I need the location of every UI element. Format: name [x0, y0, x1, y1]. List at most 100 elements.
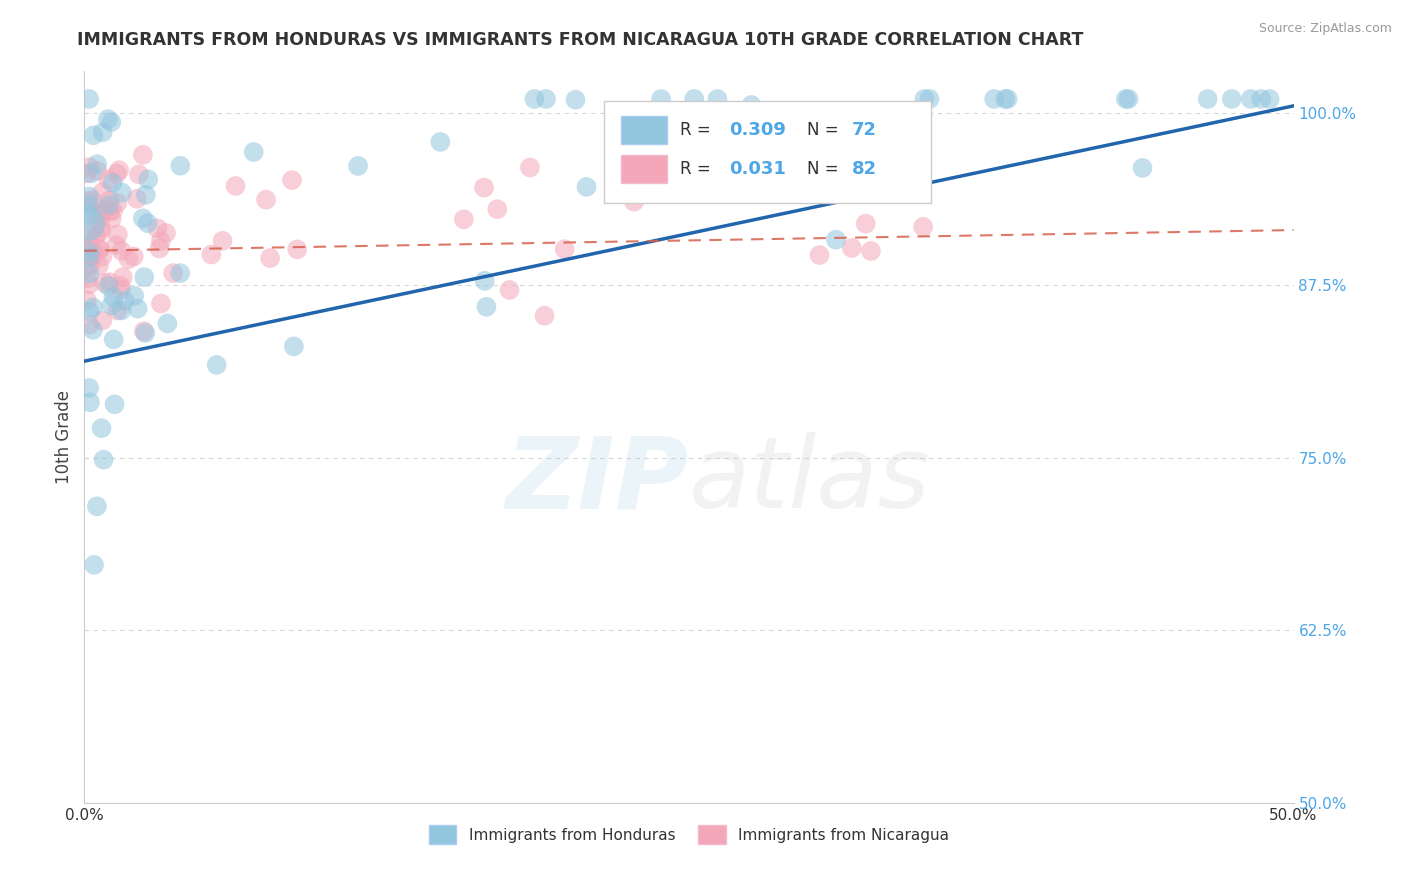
Point — [254, 193, 277, 207]
Text: 82: 82 — [852, 160, 877, 178]
Point — [104, 397, 127, 411]
Point — [90, 224, 112, 238]
Point — [93, 452, 115, 467]
Point — [82, 193, 104, 207]
Point — [128, 167, 150, 181]
Point — [125, 192, 148, 206]
Point — [200, 247, 222, 261]
Point — [93, 276, 115, 290]
Point — [211, 234, 233, 248]
Text: R =: R = — [681, 121, 717, 139]
Point — [132, 148, 155, 162]
Point — [156, 317, 179, 331]
Point — [110, 244, 132, 258]
Point — [683, 92, 706, 106]
Point — [94, 202, 117, 217]
Point — [103, 333, 125, 347]
Point — [97, 279, 120, 293]
Text: 0.309: 0.309 — [728, 121, 786, 139]
Point — [127, 301, 149, 316]
Point — [169, 266, 191, 280]
Point — [77, 198, 100, 212]
Legend: Immigrants from Honduras, Immigrants from Nicaragua: Immigrants from Honduras, Immigrants fro… — [423, 819, 955, 850]
Point — [534, 92, 557, 106]
Point — [91, 313, 114, 327]
Point — [1220, 92, 1243, 106]
Point — [90, 421, 112, 435]
Point — [285, 243, 308, 257]
Point — [111, 270, 134, 285]
Point — [76, 293, 98, 308]
Point — [90, 220, 112, 235]
Point — [77, 189, 100, 203]
Point — [132, 211, 155, 226]
Point — [97, 112, 120, 127]
Point — [82, 323, 104, 337]
Point — [740, 98, 762, 112]
Point — [89, 204, 111, 219]
Point — [76, 194, 98, 208]
Point — [76, 166, 98, 180]
Point — [105, 196, 128, 211]
Point — [91, 250, 114, 264]
Point — [498, 283, 520, 297]
Point — [918, 92, 941, 106]
Point — [831, 128, 853, 143]
Point — [135, 187, 157, 202]
Point — [98, 193, 121, 207]
Point — [80, 166, 103, 180]
Point — [103, 290, 125, 304]
Point — [1197, 92, 1219, 106]
Point — [100, 298, 122, 312]
Point — [859, 244, 882, 258]
Point — [80, 240, 103, 254]
Point — [162, 266, 184, 280]
Point — [83, 558, 105, 572]
Point — [122, 250, 145, 264]
Point — [79, 395, 101, 409]
Point — [564, 93, 586, 107]
Point — [912, 92, 935, 106]
Point — [111, 186, 134, 200]
Point — [205, 358, 228, 372]
Text: atlas: atlas — [689, 433, 931, 530]
Point — [533, 309, 555, 323]
Point — [91, 185, 114, 199]
Point — [474, 274, 496, 288]
FancyBboxPatch shape — [605, 101, 931, 203]
Point — [84, 206, 107, 220]
Point — [1118, 92, 1140, 106]
FancyBboxPatch shape — [621, 116, 668, 144]
Point — [105, 238, 128, 252]
Point — [132, 324, 155, 338]
Text: N =: N = — [807, 121, 845, 139]
Point — [994, 92, 1017, 106]
Point — [77, 304, 100, 318]
Point — [1132, 161, 1154, 175]
Point — [82, 128, 104, 143]
Point — [575, 180, 598, 194]
Point — [824, 233, 846, 247]
Point — [105, 167, 128, 181]
Text: 0.031: 0.031 — [728, 160, 786, 178]
Point — [623, 194, 645, 209]
Point — [77, 244, 100, 259]
Point — [475, 300, 498, 314]
Point — [136, 216, 159, 230]
Point — [77, 235, 100, 250]
Point — [89, 242, 111, 256]
Text: Source: ZipAtlas.com: Source: ZipAtlas.com — [1258, 22, 1392, 36]
Point — [110, 303, 132, 318]
Point — [429, 135, 451, 149]
Point — [101, 203, 124, 218]
Point — [808, 248, 831, 262]
Text: ZIP: ZIP — [506, 433, 689, 530]
Point — [76, 216, 98, 230]
Point — [82, 301, 104, 315]
Point — [283, 339, 305, 353]
Point — [77, 267, 100, 281]
Point — [1115, 92, 1137, 106]
Point — [89, 242, 111, 256]
Point — [149, 234, 172, 248]
Point — [105, 303, 128, 318]
